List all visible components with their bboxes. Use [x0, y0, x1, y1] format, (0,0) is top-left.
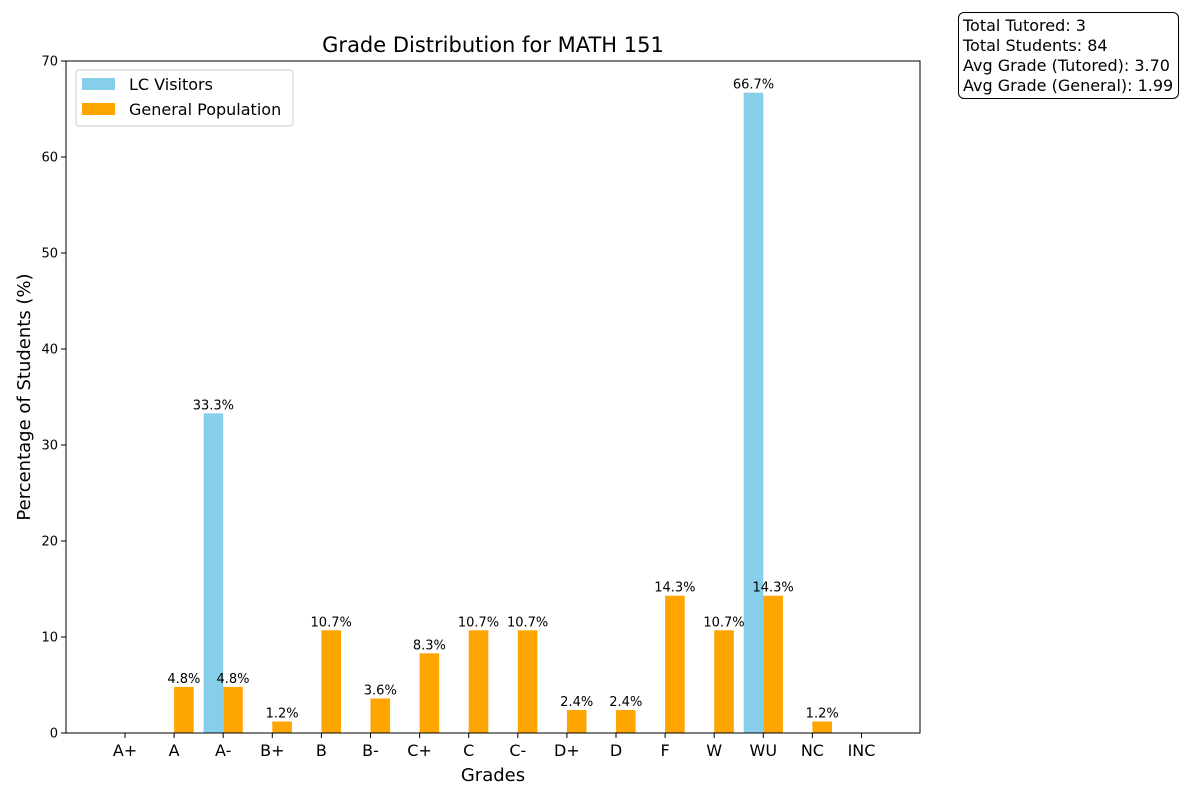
bar-general-population-F: [665, 595, 685, 733]
data-label: 1.2%: [806, 706, 839, 721]
bar-general-population-A-: [223, 686, 243, 733]
x-tick-label: A+: [113, 741, 137, 760]
legend: LC Visitors General Population: [75, 69, 294, 127]
x-tick-label: B: [316, 741, 327, 760]
x-tick-label: B-: [362, 741, 379, 760]
bar-general-population-WU: [763, 595, 783, 733]
legend-label: LC Visitors: [129, 75, 213, 94]
bar-general-population-C+: [419, 653, 440, 733]
bar-general-population-C-: [517, 630, 538, 733]
y-axis-label: Percentage of Students (%): [14, 273, 35, 520]
y-tick-label: 30: [41, 439, 58, 454]
bar-general-population-NC: [812, 721, 832, 733]
x-tick-label: C-: [509, 741, 526, 760]
data-label: 1.2%: [266, 706, 299, 721]
bar-general-population-D: [616, 709, 636, 733]
data-label: 33.3%: [193, 398, 234, 413]
y-tick-label: 50: [41, 247, 58, 262]
x-tick-label: D+: [554, 741, 580, 760]
bar-general-population-D+: [566, 709, 587, 733]
x-tick-label: W: [706, 741, 722, 760]
bar-general-population-B: [321, 630, 341, 733]
bar-general-population-B+: [272, 721, 292, 733]
legend-swatch: [82, 78, 115, 90]
chart-title: Grade Distribution for MATH 151: [322, 33, 664, 57]
data-label: 10.7%: [703, 615, 744, 630]
x-tick-label: C+: [407, 741, 432, 760]
data-label: 4.8%: [216, 672, 249, 687]
bar-general-population-W: [714, 630, 734, 733]
x-tick-label: C: [463, 741, 474, 760]
bar-general-population-B-: [370, 698, 391, 733]
x-tick-label: WU: [750, 741, 778, 760]
data-label: 4.8%: [167, 672, 200, 687]
data-label: 2.4%: [560, 695, 593, 710]
data-label: 3.6%: [364, 683, 397, 698]
data-label: 8.3%: [413, 638, 446, 653]
x-tick-label: A-: [215, 741, 231, 760]
bar-lc-visitors-WU: [743, 92, 764, 734]
data-label: 66.7%: [733, 78, 774, 93]
total-students-text: Total Students: 84: [963, 36, 1108, 55]
y-tick-label: 0: [50, 727, 58, 742]
data-label: 10.7%: [311, 615, 352, 630]
y-tick-label: 20: [41, 535, 58, 550]
data-label: 14.3%: [654, 581, 695, 596]
y-tick-label: 10: [41, 631, 58, 646]
plot-area: 33.3% 66.7% 4.8% 4.8% 1.2% 10.7% 3.6% 8.3% 10.7%…: [41, 55, 921, 760]
data-label: 10.7%: [458, 615, 499, 630]
bar-general-population-C: [468, 630, 489, 733]
legend-frame: [75, 69, 294, 127]
y-tick-label: 60: [41, 151, 58, 166]
x-tick-label: A: [169, 741, 180, 760]
avg-grade-general-text: Avg Grade (General): 1.99: [963, 76, 1174, 95]
x-tick-label: INC: [848, 741, 876, 760]
x-tick-label: NC: [801, 741, 824, 760]
bar-lc-visitors-A-: [203, 413, 224, 733]
legend-label: General Population: [129, 100, 281, 119]
summary-stats-box: Total Tutored: 3 Total Students: 84 Avg …: [958, 12, 1180, 99]
x-tick-label: D: [610, 741, 622, 760]
legend-swatch: [82, 103, 115, 115]
x-tick-label: B+: [260, 741, 284, 760]
y-tick-label: 70: [41, 55, 58, 70]
data-label: 2.4%: [609, 695, 642, 710]
x-axis-label: Grades: [461, 765, 525, 786]
x-tick-label: F: [660, 741, 669, 760]
avg-grade-tutored-text: Avg Grade (Tutored): 3.70: [963, 56, 1170, 75]
data-label: 14.3%: [752, 581, 793, 596]
bar-general-population-A: [174, 686, 194, 733]
total-tutored-text: Total Tutored: 3: [963, 16, 1086, 35]
plot-frame: [65, 60, 921, 734]
data-label: 10.7%: [507, 615, 548, 630]
y-tick-label: 40: [41, 343, 58, 358]
